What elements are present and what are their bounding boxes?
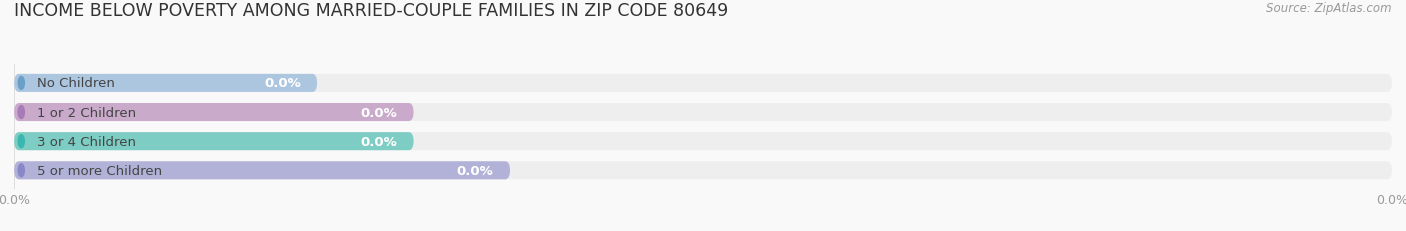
Text: 1 or 2 Children: 1 or 2 Children xyxy=(37,106,136,119)
Text: 0.0%: 0.0% xyxy=(264,77,301,90)
Circle shape xyxy=(18,164,24,177)
Text: 0.0%: 0.0% xyxy=(360,106,396,119)
FancyBboxPatch shape xyxy=(14,103,1392,122)
Circle shape xyxy=(18,106,24,119)
FancyBboxPatch shape xyxy=(14,161,1392,179)
Text: 0.0%: 0.0% xyxy=(457,164,494,177)
Text: 3 or 4 Children: 3 or 4 Children xyxy=(37,135,136,148)
Text: INCOME BELOW POVERTY AMONG MARRIED-COUPLE FAMILIES IN ZIP CODE 80649: INCOME BELOW POVERTY AMONG MARRIED-COUPL… xyxy=(14,2,728,20)
Circle shape xyxy=(18,77,24,90)
Text: No Children: No Children xyxy=(37,77,115,90)
FancyBboxPatch shape xyxy=(14,161,510,179)
FancyBboxPatch shape xyxy=(14,133,413,151)
FancyBboxPatch shape xyxy=(14,75,318,93)
Text: 5 or more Children: 5 or more Children xyxy=(37,164,162,177)
Circle shape xyxy=(18,135,24,148)
Text: 0.0%: 0.0% xyxy=(360,135,396,148)
FancyBboxPatch shape xyxy=(14,103,413,122)
FancyBboxPatch shape xyxy=(14,75,1392,93)
Text: Source: ZipAtlas.com: Source: ZipAtlas.com xyxy=(1267,2,1392,15)
FancyBboxPatch shape xyxy=(14,133,1392,151)
